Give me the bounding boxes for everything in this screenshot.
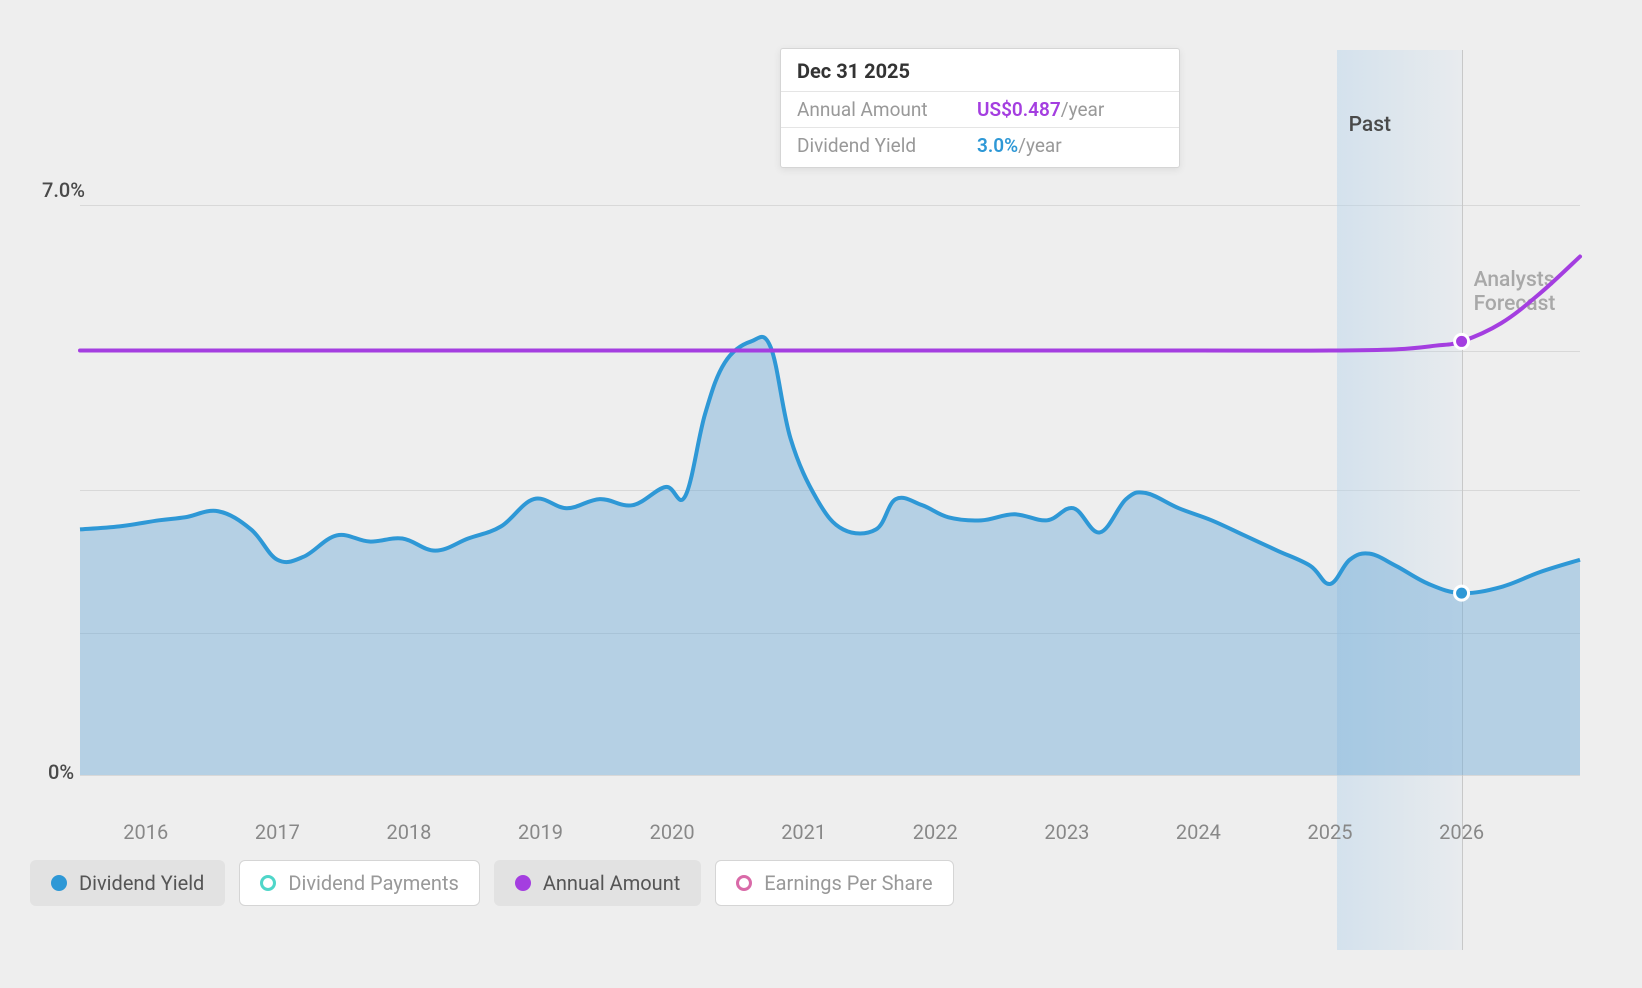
legend: Dividend Yield Dividend Payments Annual Am… (30, 860, 954, 906)
past-label: Past (1349, 113, 1391, 137)
legend-item-dividend-payments[interactable]: Dividend Payments (239, 860, 479, 906)
tooltip-value: US$0.487/year (977, 98, 1104, 121)
tooltip-row: Dividend Yield3.0%/year (781, 128, 1179, 167)
legend-label: Annual Amount (543, 871, 680, 895)
legend-marker-icon (51, 875, 67, 891)
tooltip-key: Dividend Yield (797, 134, 977, 157)
legend-item-annual-amount[interactable]: Annual Amount (494, 860, 701, 906)
x-tick: 2023 (1044, 820, 1089, 844)
legend-label: Dividend Payments (288, 871, 458, 895)
x-tick: 2021 (781, 820, 826, 844)
annual-amount-line (80, 257, 1580, 351)
x-tick: 2022 (913, 820, 958, 844)
legend-item-earnings-per-share[interactable]: Earnings Per Share (715, 860, 953, 906)
x-tick: 2017 (255, 820, 300, 844)
tooltip-key: Annual Amount (797, 98, 977, 121)
x-tick: 2019 (518, 820, 563, 844)
legend-marker-icon (736, 875, 752, 891)
tooltip-date: Dec 31 2025 (781, 49, 1179, 92)
x-tick: 2018 (386, 820, 431, 844)
legend-marker-icon (260, 875, 276, 891)
legend-item-dividend-yield[interactable]: Dividend Yield (30, 860, 225, 906)
legend-marker-icon (515, 875, 531, 891)
y-axis-label-bottom: 0% (48, 760, 74, 784)
x-tick: 2025 (1308, 820, 1353, 844)
x-tick: 2016 (123, 820, 168, 844)
dividend-chart: 7.0% 0% Past Analysts Forecast 201620172… (30, 30, 1612, 958)
y-axis-label-top: 7.0% (42, 178, 85, 202)
x-axis: 2016 2017 2018 2019 2020 2021 2022 2023 2024 2025… (80, 820, 1580, 860)
tooltip-unit: /year (1061, 98, 1105, 121)
tooltip-value: 3.0%/year (977, 134, 1062, 157)
plot-area[interactable]: Past Analysts Forecast (80, 205, 1580, 775)
x-tick: 2026 (1439, 820, 1484, 844)
legend-label: Earnings Per Share (764, 871, 932, 895)
tooltip-unit: /year (1018, 134, 1062, 157)
dividend-yield-marker (1455, 586, 1469, 600)
x-tick: 2024 (1176, 820, 1221, 844)
chart-svg (80, 205, 1580, 775)
x-tick: 2020 (650, 820, 695, 844)
legend-label: Dividend Yield (79, 871, 204, 895)
tooltip: Dec 31 2025 Annual AmountUS$0.487/yearDi… (780, 48, 1180, 168)
tooltip-row: Annual AmountUS$0.487/year (781, 92, 1179, 128)
annual-amount-marker (1455, 334, 1469, 348)
